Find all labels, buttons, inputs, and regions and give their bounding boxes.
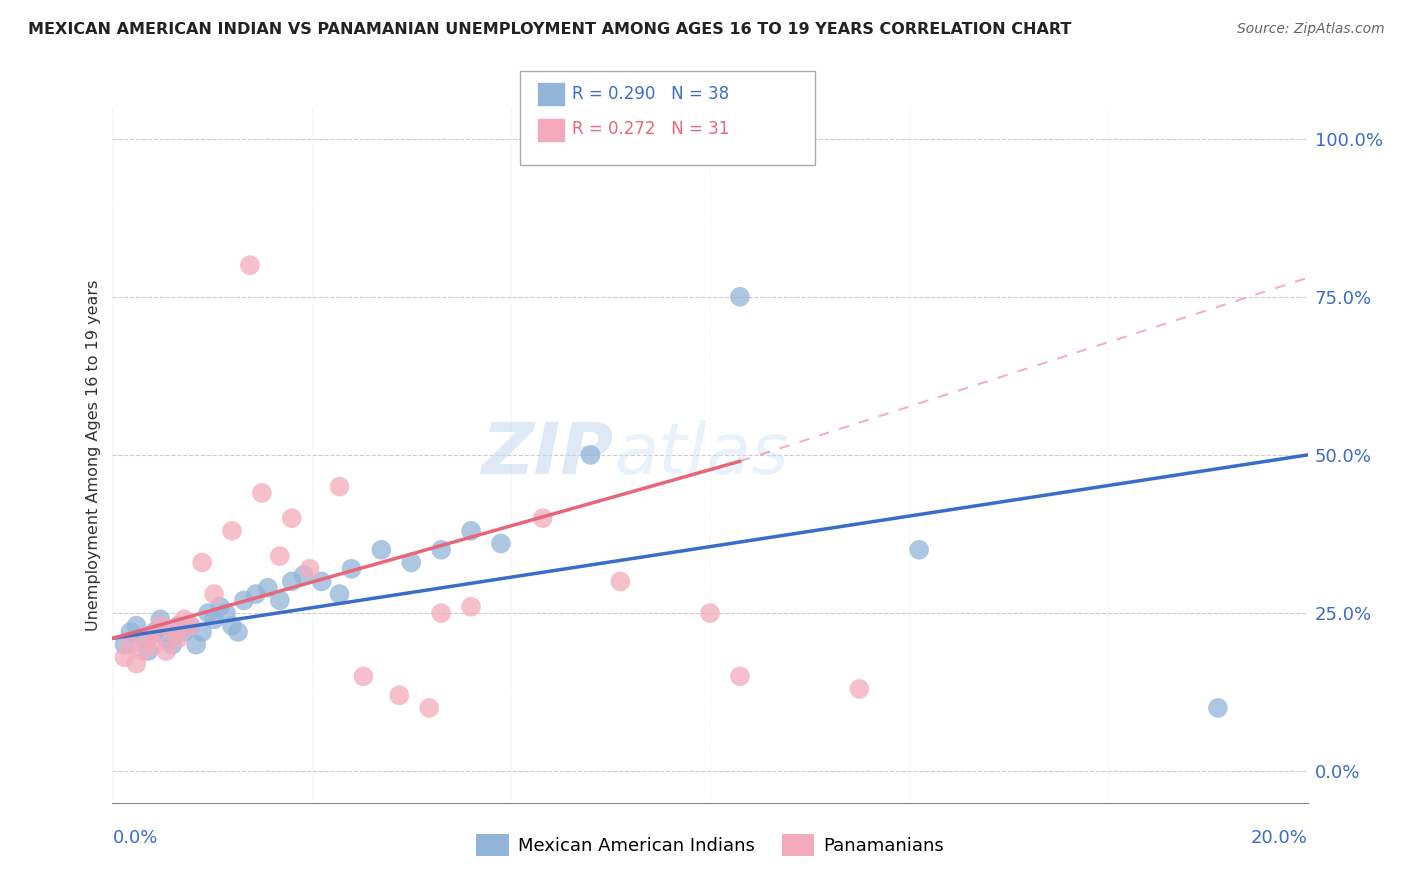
Text: MEXICAN AMERICAN INDIAN VS PANAMANIAN UNEMPLOYMENT AMONG AGES 16 TO 19 YEARS COR: MEXICAN AMERICAN INDIAN VS PANAMANIAN UN… [28, 22, 1071, 37]
Point [167, 632, 190, 646]
Point [114, 638, 135, 652]
Point [155, 644, 177, 658]
Point [340, 562, 363, 576]
Point [401, 556, 423, 570]
Point [179, 618, 201, 632]
Point [257, 581, 280, 595]
Point [179, 618, 201, 632]
Point [131, 644, 153, 658]
Point [728, 669, 751, 683]
Point [281, 574, 304, 589]
Point [430, 606, 453, 620]
Point [125, 618, 148, 632]
Point [328, 479, 352, 493]
Point [162, 625, 183, 640]
Point [728, 290, 751, 304]
Point [269, 593, 291, 607]
Y-axis label: Unemployment Among Ages 16 to 19 years: Unemployment Among Ages 16 to 19 years [86, 279, 101, 631]
Point [239, 258, 262, 272]
Point [352, 669, 374, 683]
Point [226, 625, 249, 640]
Point [131, 632, 153, 646]
Point [908, 542, 931, 557]
Point [609, 574, 631, 589]
Point [120, 625, 142, 640]
Point [460, 524, 482, 538]
Point [173, 612, 195, 626]
Point [149, 612, 172, 626]
Point [430, 542, 453, 557]
Text: atlas: atlas [614, 420, 789, 490]
Point [281, 511, 304, 525]
Point [848, 681, 870, 696]
Text: R = 0.290   N = 38: R = 0.290 N = 38 [572, 85, 730, 103]
Point [197, 606, 219, 620]
Point [191, 625, 214, 640]
Point [149, 618, 172, 632]
Point [699, 606, 721, 620]
Text: ZIP: ZIP [482, 420, 614, 490]
Point [162, 638, 183, 652]
Point [186, 638, 208, 652]
Text: Source: ZipAtlas.com: Source: ZipAtlas.com [1237, 22, 1385, 37]
Point [173, 625, 195, 640]
Point [155, 632, 177, 646]
Point [143, 625, 166, 640]
Point [120, 638, 142, 652]
Point [208, 599, 231, 614]
Point [114, 650, 135, 665]
Point [328, 587, 352, 601]
Point [298, 562, 321, 576]
Point [215, 606, 238, 620]
Point [531, 511, 554, 525]
Point [292, 568, 315, 582]
Point [250, 486, 273, 500]
Point [233, 593, 256, 607]
Point [388, 688, 411, 702]
Point [460, 599, 482, 614]
Point [269, 549, 291, 563]
Legend: Mexican American Indians, Panamanians: Mexican American Indians, Panamanians [470, 827, 950, 863]
Point [311, 574, 333, 589]
Point [370, 542, 392, 557]
Text: R = 0.272   N = 31: R = 0.272 N = 31 [572, 120, 730, 138]
Point [489, 536, 512, 550]
Point [143, 638, 166, 652]
Point [418, 701, 440, 715]
Point [221, 524, 243, 538]
Point [1206, 701, 1229, 715]
Point [138, 644, 160, 658]
Point [202, 612, 225, 626]
Point [221, 618, 243, 632]
Point [167, 618, 190, 632]
Text: 20.0%: 20.0% [1251, 830, 1308, 847]
Point [125, 657, 148, 671]
Point [579, 448, 602, 462]
Point [245, 587, 267, 601]
Point [191, 556, 214, 570]
Point [202, 587, 225, 601]
Text: 0.0%: 0.0% [112, 830, 157, 847]
Point [138, 632, 160, 646]
